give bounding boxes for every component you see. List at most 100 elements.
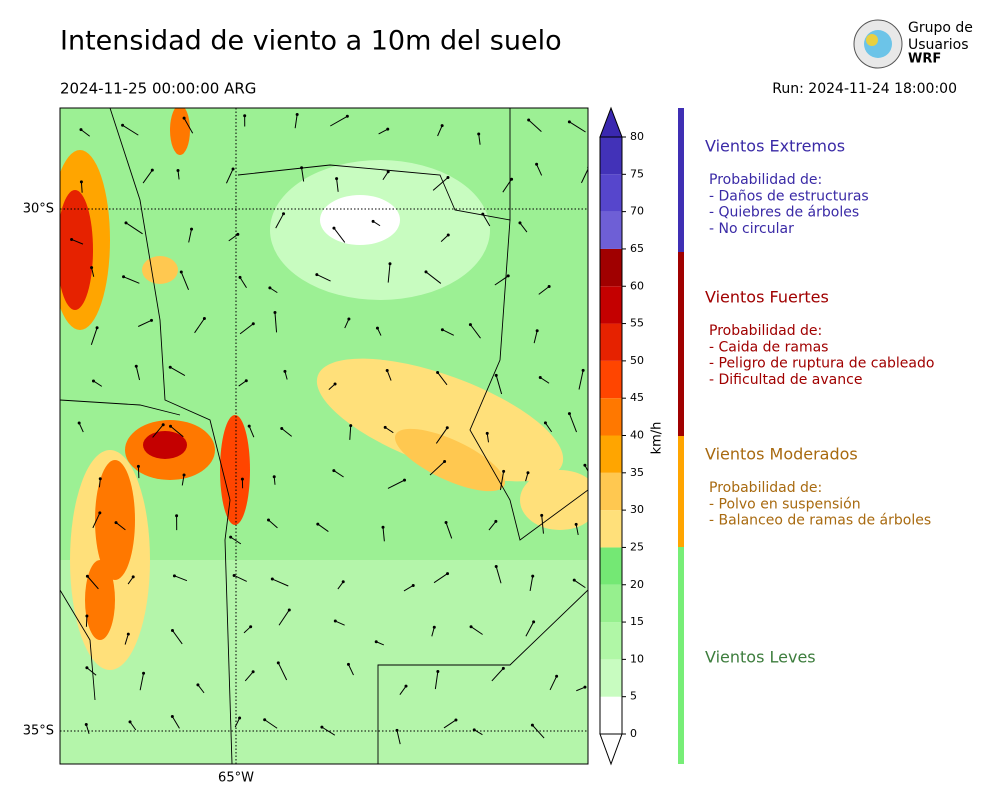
wind-arrow-head — [233, 574, 236, 577]
wind-arrow-head — [79, 128, 82, 131]
wind-arrow-head — [531, 575, 534, 578]
wind-arrow — [591, 728, 596, 743]
wind-arrow-head — [446, 572, 449, 575]
wind-arrow-head — [445, 521, 448, 524]
wind-arrow-head — [171, 629, 174, 632]
wind-arrow-head — [502, 667, 505, 670]
wind-arrow-head — [267, 518, 270, 521]
wind-arrow-head — [473, 728, 476, 731]
wind-arrow-head — [441, 124, 444, 127]
wind-arrow-head — [238, 716, 241, 719]
logo-text: WRF — [908, 52, 941, 67]
wind-arrow-head — [70, 238, 73, 241]
wind-arrow-head — [137, 465, 140, 468]
lat-label: 30°S — [23, 202, 54, 217]
wind-arrow-head — [99, 477, 102, 480]
colorbar-swatch — [600, 547, 622, 584]
wind-arrow-head — [280, 427, 283, 430]
wind-arrow-head — [433, 626, 436, 629]
wind-arrow-head — [175, 514, 178, 517]
wind-arrow-head — [127, 633, 130, 636]
wind-arrow-head — [115, 521, 118, 524]
category-title: Vientos Moderados — [705, 445, 858, 464]
wind-arrow-head — [386, 128, 389, 131]
wind-arrow — [595, 316, 600, 328]
title: Intensidad de viento a 10m del suelo — [60, 26, 562, 57]
wind-arrow-head — [507, 274, 510, 277]
wind-arrow-head — [347, 663, 350, 666]
wind-arrow-head — [171, 715, 174, 718]
wind-arrow-head — [288, 608, 291, 611]
wind-arrow-head — [85, 614, 88, 617]
wind-arrow-head — [384, 426, 387, 429]
colorbar-tick-label: 65 — [630, 242, 644, 255]
wind-arrow — [593, 222, 599, 228]
colorbar-swatch — [600, 361, 622, 398]
category-bar — [678, 547, 684, 764]
colorbar-tick-label: 15 — [630, 615, 644, 628]
wind-arrow-head — [239, 276, 242, 279]
wind-arrow-head — [80, 180, 83, 183]
category-line: - Quiebres de árboles — [709, 205, 859, 221]
wind-arrow — [86, 616, 87, 627]
wind-arrow-head — [495, 374, 498, 377]
wind-arrow-head — [334, 383, 337, 386]
category-bar — [678, 108, 684, 252]
wind-arrow-head — [446, 426, 449, 429]
colorbar-swatch — [600, 585, 622, 622]
category-line: Probabilidad de: — [709, 323, 822, 339]
wind-arrow-head — [536, 329, 539, 332]
wind-arrow-head — [386, 369, 389, 372]
wind-arrow-head — [591, 221, 594, 224]
wind-arrow-head — [183, 474, 186, 477]
wind-arrow-head — [424, 270, 427, 273]
wind-arrow-head — [241, 478, 244, 481]
wind-arrow-head — [481, 213, 484, 216]
wind-arrow-head — [173, 574, 176, 577]
wind-arrow-head — [245, 379, 248, 382]
valid-time: 2024-11-25 00:00:00 ARG — [60, 80, 256, 98]
wind-arrow-head — [412, 584, 415, 587]
colorbar-tick-label: 20 — [630, 578, 644, 591]
category-line: - Daños de estructuras — [709, 188, 869, 204]
wind-arrow-head — [589, 726, 592, 729]
wind-arrow-head — [150, 319, 153, 322]
colorbar-swatch — [600, 436, 622, 473]
lat-label: 35°S — [23, 724, 54, 739]
wind-arrow-head — [121, 124, 124, 127]
colorbar-swatch — [600, 137, 622, 174]
wind-arrow-head — [132, 575, 135, 578]
wind-arrow-head — [335, 177, 338, 180]
wind-arrow-head — [320, 726, 323, 729]
wind-arrow-head — [568, 412, 571, 415]
wind-arrow-head — [527, 118, 530, 121]
wind-arrow-head — [249, 625, 252, 628]
wind-arrow-head — [555, 675, 558, 678]
colorbar-tick-label: 35 — [630, 466, 644, 479]
category-title: Vientos Fuertes — [705, 288, 829, 307]
wind-arrow-head — [443, 460, 446, 463]
wind-arrow-head — [98, 511, 101, 514]
colorbar-tick-label: 30 — [630, 503, 644, 516]
colorbar-swatch — [600, 697, 622, 734]
run-time: Run: 2024-11-24 18:00:00 — [772, 81, 957, 97]
colorbar-swatch — [600, 473, 622, 510]
wind-arrow-head — [372, 220, 375, 223]
colorbar-swatch — [600, 286, 622, 323]
wind-arrow-head — [151, 169, 154, 172]
wind-arrow-head — [190, 228, 193, 231]
wind-arrow-head — [277, 661, 280, 664]
wind-arrow-head — [248, 425, 251, 428]
wind-arrow-head — [243, 114, 246, 117]
category-line: Probabilidad de: — [709, 172, 822, 188]
category-bar — [678, 436, 684, 547]
colorbar-tick-label: 50 — [630, 354, 644, 367]
wind-arrow-head — [300, 166, 303, 169]
wind-arrow-head — [477, 133, 480, 136]
wind-arrow-head — [263, 718, 266, 721]
wind-arrow-head — [405, 685, 408, 688]
wind-arrow-head — [395, 729, 398, 732]
colorbar-tick-label: 25 — [630, 540, 644, 553]
wind-arrow-head — [273, 475, 276, 478]
